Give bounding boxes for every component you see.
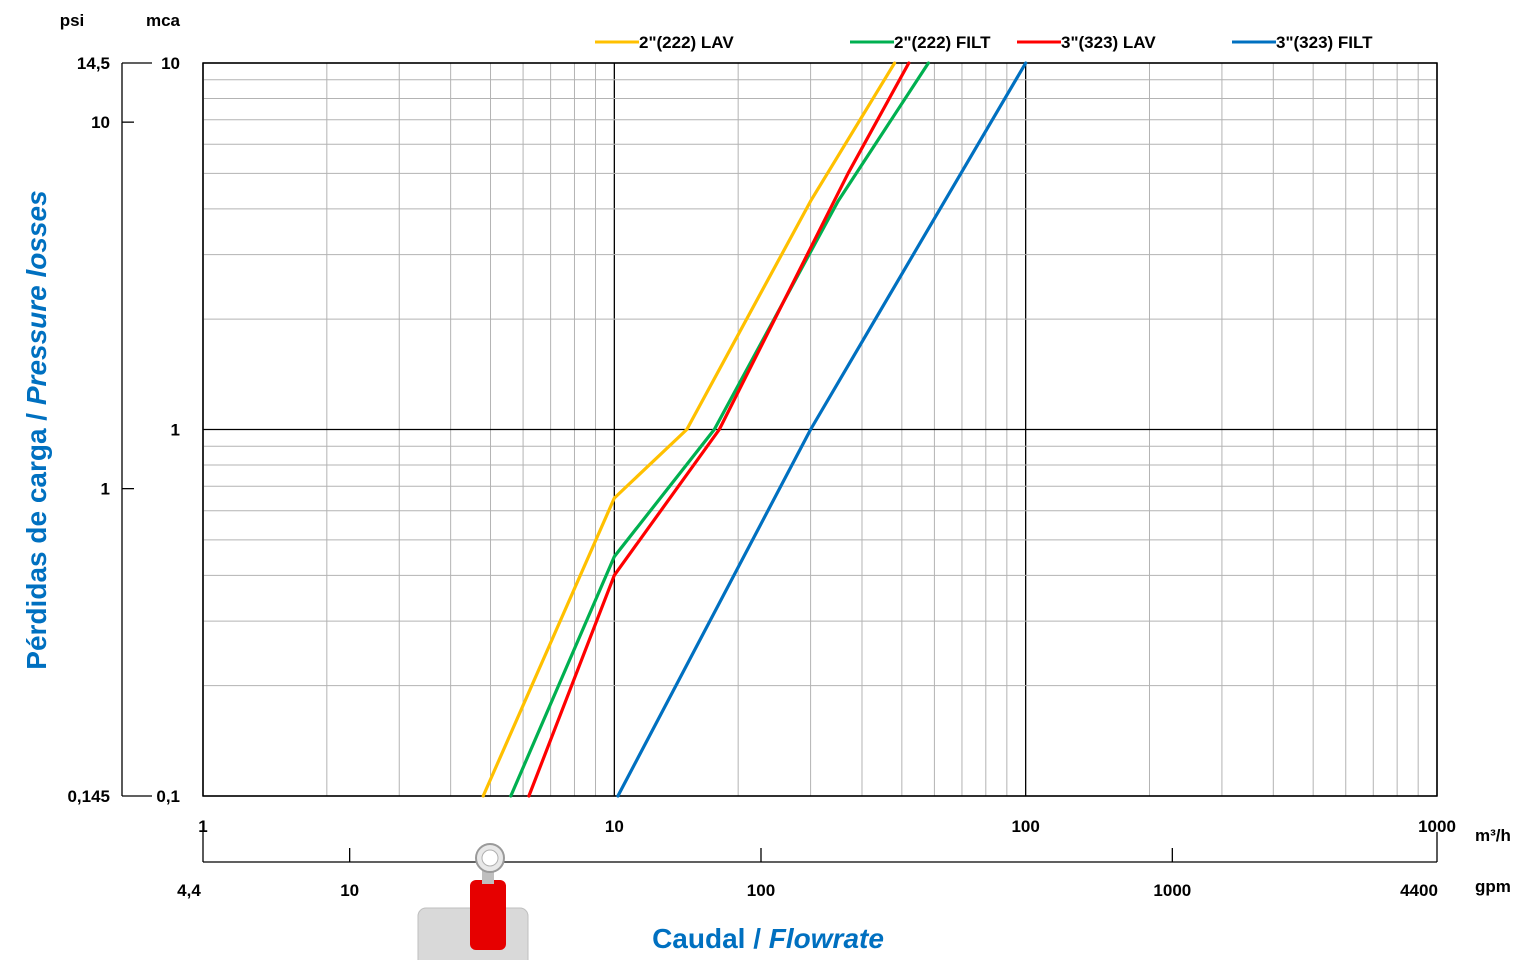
x-tick-label: 10 bbox=[605, 817, 624, 836]
series-line-3-323-filt bbox=[616, 61, 1028, 798]
grid bbox=[202, 62, 1438, 797]
gpm-tick-label: 4400 bbox=[1400, 881, 1438, 900]
psi-unit-label: psi bbox=[60, 11, 85, 30]
y-unit-label: mca bbox=[146, 11, 181, 30]
x-unit-label: m³/h bbox=[1475, 826, 1511, 845]
psi-tick-label: 1 bbox=[101, 480, 110, 499]
legend: 2"(222) LAV 2"(222) FILT 3"(323) LAV 3"(323… bbox=[595, 33, 1373, 52]
x-tick-label: 1000 bbox=[1418, 817, 1456, 836]
y-axis-label-main: Pérdidas de carga bbox=[21, 428, 52, 670]
legend-item-label: 3"(323) FILT bbox=[1276, 33, 1373, 52]
x-axis-label-main: Caudal bbox=[652, 923, 745, 954]
x-axis-label: Caudal / Flowrate bbox=[652, 923, 884, 954]
x-axis-label-sep: / bbox=[745, 923, 768, 954]
valve-illustration bbox=[417, 843, 529, 960]
series-line-2-222-lav bbox=[481, 61, 897, 798]
psi-tick-label: 10 bbox=[91, 113, 110, 132]
gpm-tick-label: 100 bbox=[747, 881, 775, 900]
gpm-tick-label: 10 bbox=[340, 881, 359, 900]
y-tick-label: 10 bbox=[161, 54, 180, 73]
gpm-tick-label: 1000 bbox=[1153, 881, 1191, 900]
series-line-2-222-filt bbox=[509, 61, 931, 798]
y-axis-label-sep: / bbox=[21, 405, 52, 428]
x-axis-label-italic: Flowrate bbox=[769, 923, 884, 954]
y-axis-label-italic: Pressure losses bbox=[21, 190, 52, 405]
series-line-3-323-lav bbox=[527, 61, 911, 798]
x-tick-label: 1 bbox=[198, 817, 207, 836]
legend-item-label: 2"(222) FILT bbox=[894, 33, 991, 52]
gpm-tick-label: 4,4 bbox=[177, 881, 201, 900]
psi-tick-label: 14,5 bbox=[77, 54, 110, 73]
series-layer bbox=[481, 61, 1028, 798]
axes: 1 10 100 1000 m³/h 0,1 1 10 mca 4,4 10 100 1000 4400 g… bbox=[60, 11, 1511, 900]
y-axis-label: Pérdidas de carga / Pressure losses bbox=[21, 190, 52, 669]
x-tick-label: 100 bbox=[1011, 817, 1039, 836]
gpm-unit-label: gpm bbox=[1475, 877, 1511, 896]
psi-tick-label: 0,145 bbox=[67, 787, 110, 806]
legend-item-label: 2"(222) LAV bbox=[639, 33, 734, 52]
y-tick-label: 1 bbox=[171, 421, 180, 440]
y-tick-label: 0,1 bbox=[156, 787, 180, 806]
legend-item-label: 3"(323) LAV bbox=[1061, 33, 1156, 52]
plot-frame bbox=[202, 62, 1438, 797]
